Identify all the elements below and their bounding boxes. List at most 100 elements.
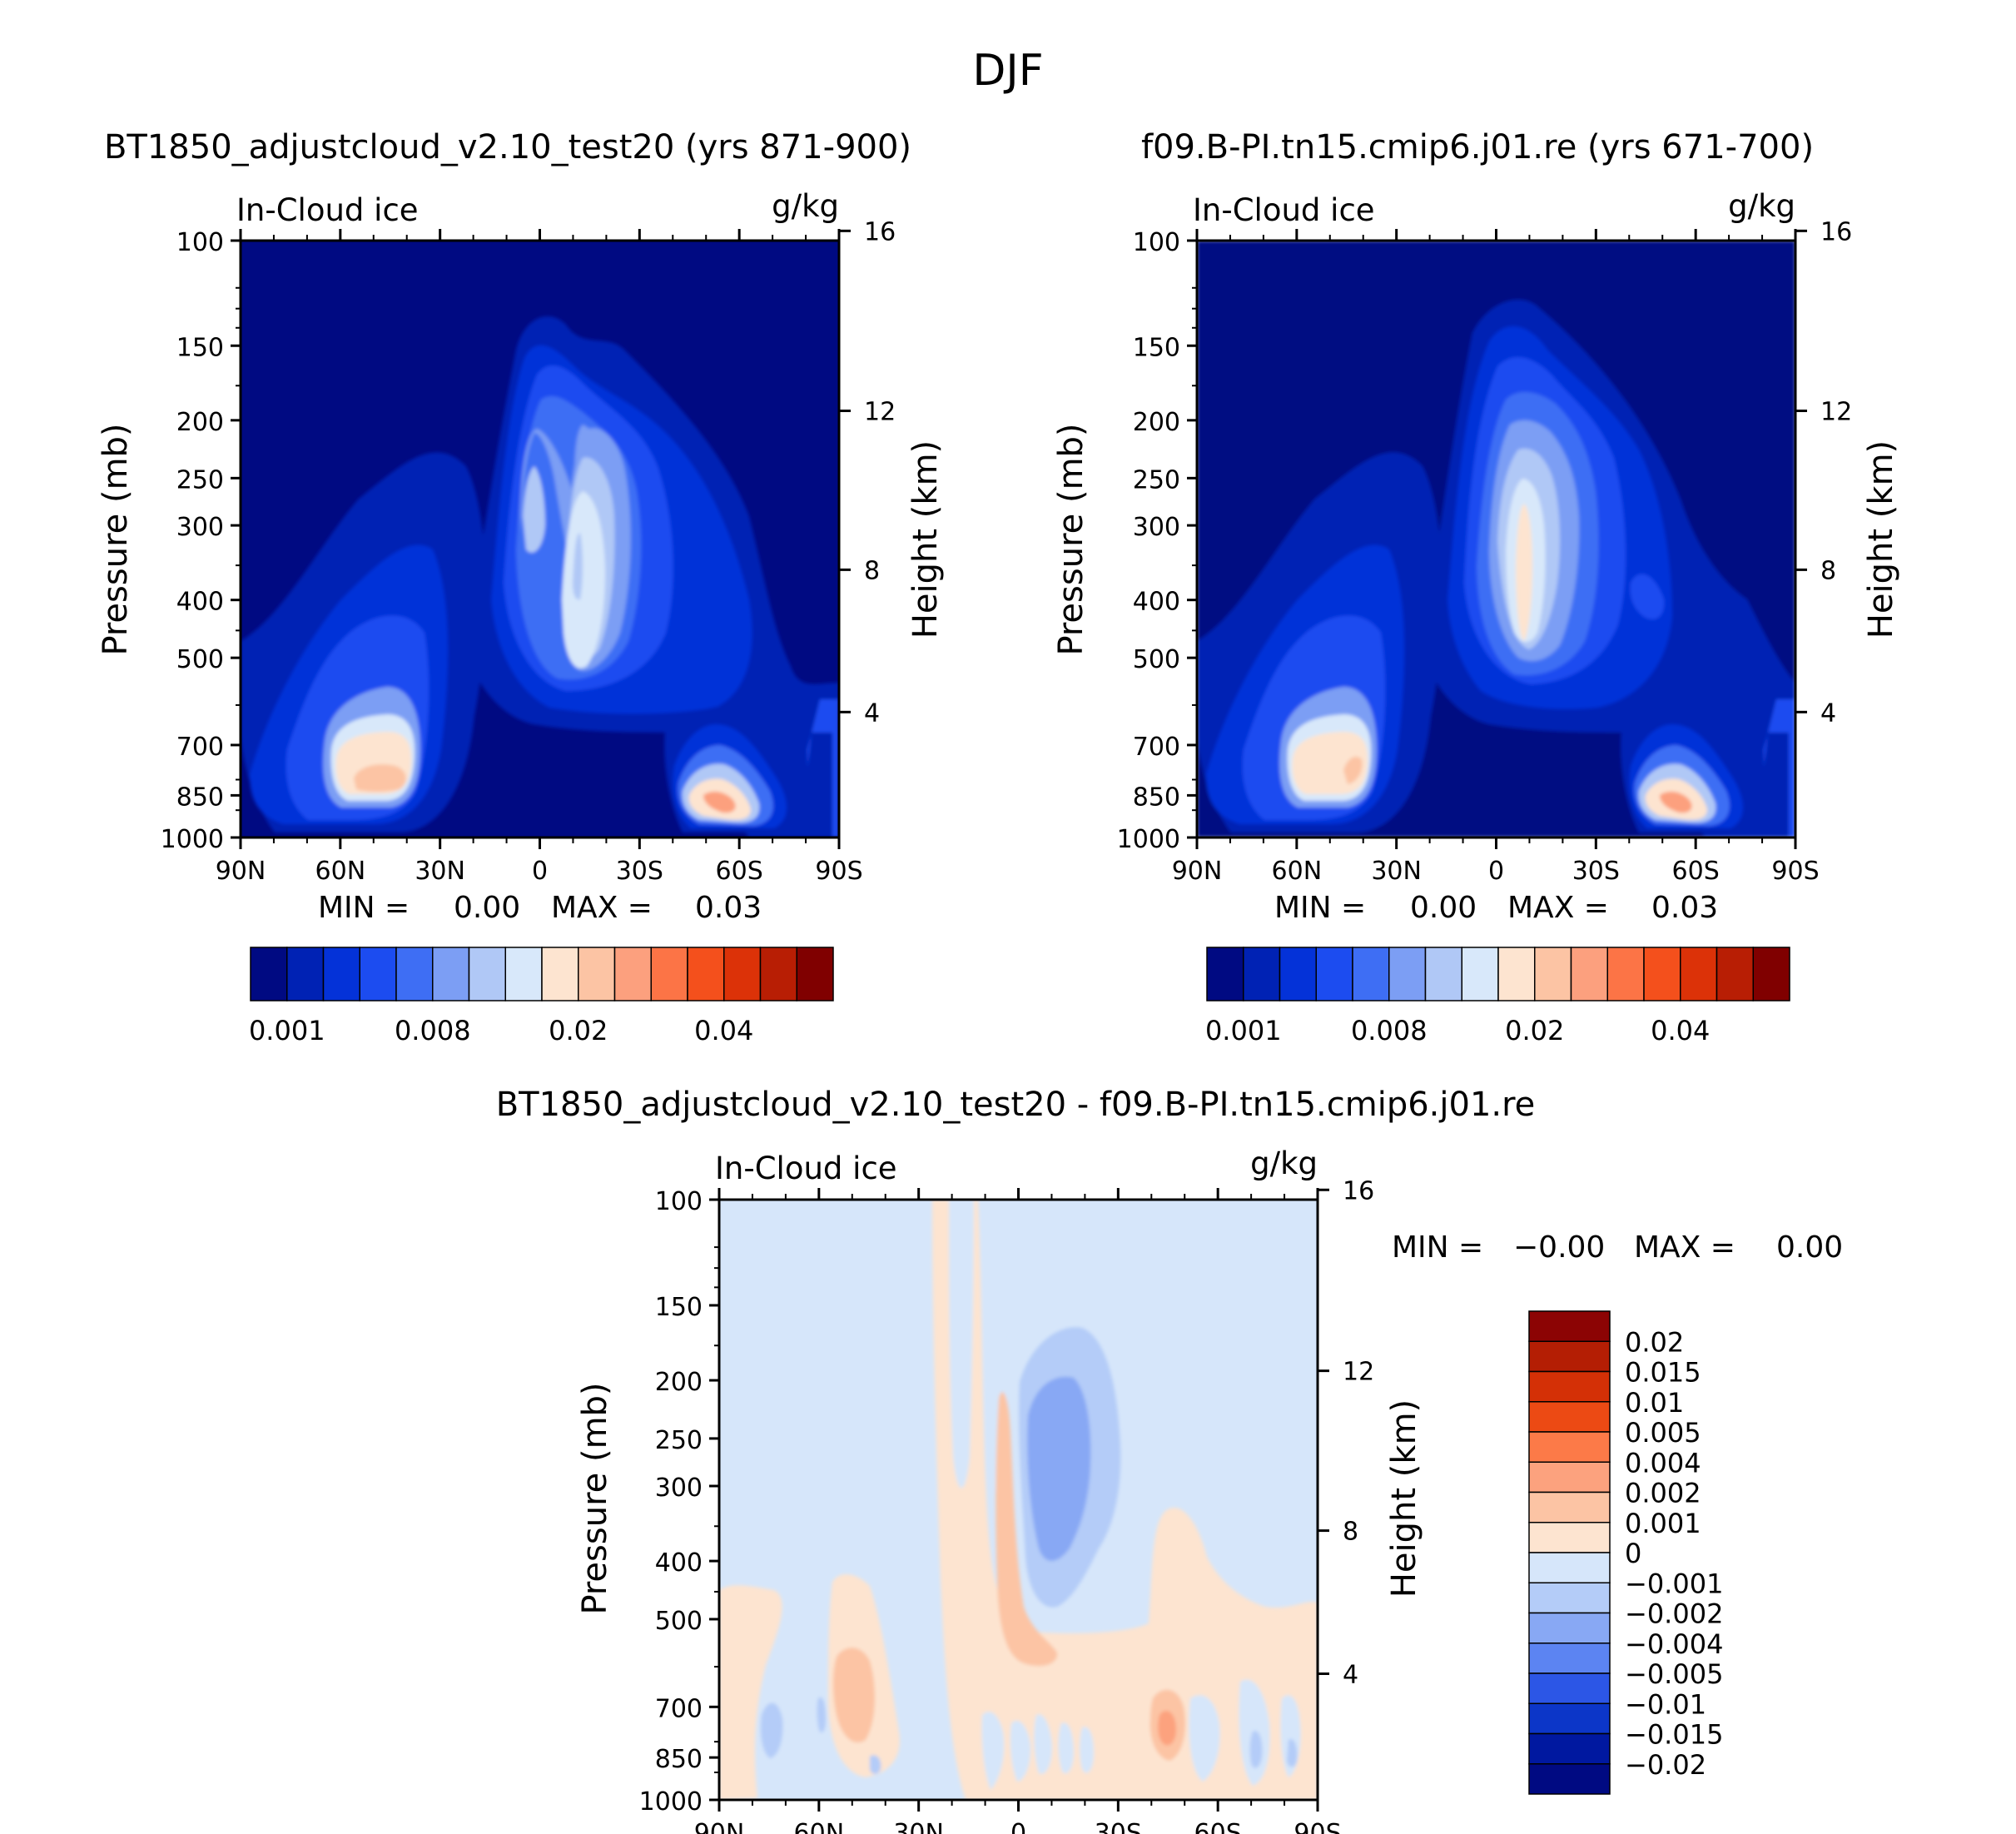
x-tick-label: 30N	[893, 1819, 944, 1834]
colorbar-box	[504, 947, 543, 1001]
colorbar-label: −0.001	[1625, 1568, 1723, 1599]
colorbar-box	[1528, 1582, 1611, 1614]
colorbar-box	[1570, 947, 1608, 1001]
y2-tick-label: 16	[1343, 1176, 1374, 1205]
colorbar-label: −0.015	[1625, 1719, 1723, 1751]
colorbar-label: −0.004	[1625, 1628, 1723, 1660]
panel-3-max-label: MAX =	[1634, 1230, 1735, 1265]
x-tick-label: 60S	[1672, 857, 1720, 886]
y-tick-label: 100	[1133, 228, 1180, 257]
colorbar-box	[1528, 1370, 1611, 1403]
panel-2: f09.B-PI.tn15.cmip6.j01.re (yrs 671-700)…	[1052, 128, 1900, 1046]
colorbar-box	[541, 947, 579, 1001]
panel-3-contour	[1010, 1720, 1031, 1782]
panel-2-max-label: MAX =	[1507, 891, 1609, 925]
panel-3-contour	[996, 1392, 1058, 1667]
colorbar-box	[468, 947, 506, 1001]
y-tick-label: 400	[655, 1548, 703, 1578]
y2-tick-label: 12	[1343, 1358, 1374, 1387]
panel-2-left-label: In-Cloud ice	[1193, 192, 1375, 228]
y-tick-label: 150	[655, 1293, 703, 1322]
colorbar-label: −0.005	[1625, 1658, 1723, 1690]
panel-3-contour	[1158, 1711, 1177, 1746]
y-tick-label: 500	[1133, 645, 1180, 674]
y2-tick-label: 8	[864, 556, 880, 585]
colorbar-box	[1534, 947, 1572, 1001]
y2-tick-label: 4	[1820, 698, 1836, 728]
panel-2-contour	[1755, 733, 1789, 837]
x-tick-label: 60S	[716, 857, 763, 886]
panel-3-contour	[1027, 1376, 1091, 1561]
colorbar-label: 0.04	[694, 1015, 753, 1046]
panel-1-contour	[703, 791, 736, 813]
panel-1-right-label: g/kg	[772, 188, 839, 224]
colorbar-box	[1528, 1522, 1611, 1553]
panel-3-title: BT1850_adjustcloud_v2.10_test20 - f09.B-…	[496, 1086, 1536, 1124]
panel-2-contour	[1343, 756, 1363, 784]
colorbar-box	[578, 947, 616, 1001]
panel-2-colorbar: 0.001 0.008 0.02 0.04	[1205, 947, 1790, 1046]
y2-tick-label: 16	[864, 217, 896, 246]
panel-2-x-ticks: 90N 60N 30N 0 30S 60S 90S	[1172, 229, 1820, 886]
colorbar-box	[1528, 1491, 1611, 1523]
panel-1-contour	[573, 533, 583, 600]
colorbar-box	[687, 947, 725, 1001]
y-tick-label: 250	[655, 1426, 703, 1455]
panel-3-max-value: 0.00	[1776, 1230, 1843, 1265]
panel-1-title: BT1850_adjustcloud_v2.10_test20 (yrs 871…	[104, 128, 911, 167]
y-tick-label: 850	[176, 783, 224, 812]
colorbar-box	[286, 947, 325, 1001]
colorbar-label: 0.001	[1205, 1015, 1282, 1046]
panel-1-max-label: MAX =	[551, 891, 653, 925]
y-tick-label: 1000	[639, 1787, 703, 1817]
panel-3-colorbar: 0.020.0150.010.0050.0040.0020.0010−0.001…	[1528, 1310, 1723, 1795]
colorbar-label: 0.04	[1651, 1015, 1710, 1046]
panel-3-right-label: g/kg	[1250, 1146, 1318, 1181]
panel-1-ylabel2: Height (km)	[906, 440, 945, 639]
colorbar-label: 0.01	[1625, 1387, 1684, 1419]
colorbar-box	[1315, 947, 1353, 1001]
panel-3-contour	[1249, 1731, 1263, 1768]
colorbar-label: 0.02	[1625, 1326, 1684, 1358]
y-tick-label: 100	[176, 228, 224, 257]
panel-3-contour	[761, 1702, 783, 1758]
x-tick-label: 0	[1010, 1819, 1026, 1834]
colorbar-box	[1352, 947, 1390, 1001]
colorbar-box	[613, 947, 652, 1001]
panel-2-min-label: MIN =	[1274, 891, 1366, 925]
colorbar-box	[1528, 1431, 1611, 1463]
colorbar-box	[1206, 947, 1244, 1001]
y2-tick-label: 12	[1820, 397, 1852, 426]
colorbar-label: 0.004	[1625, 1447, 1701, 1479]
panel-3-contour	[719, 1585, 782, 1800]
panel-3-field	[719, 1200, 1318, 1800]
x-tick-label: 90N	[216, 857, 266, 886]
y2-tick-label: 8	[1820, 556, 1836, 585]
panel-2-field	[1197, 241, 1795, 837]
y2-tick-label: 8	[1343, 1518, 1358, 1547]
x-tick-label: 60N	[1272, 857, 1323, 886]
colorbar-label: 0.001	[1625, 1508, 1701, 1539]
colorbar-box	[1424, 947, 1462, 1001]
colorbar-box	[759, 947, 797, 1001]
colorbar-box	[1716, 947, 1754, 1001]
y-tick-label: 250	[176, 465, 224, 495]
x-tick-label: 30N	[1371, 857, 1422, 886]
panel-2-ylabel: Pressure (mb)	[1052, 423, 1090, 655]
y2-tick-label: 12	[864, 397, 896, 426]
colorbar-label: 0.005	[1625, 1417, 1701, 1449]
colorbar-box	[1528, 1310, 1611, 1342]
colorbar-box	[1528, 1643, 1611, 1674]
x-tick-label: 30S	[1572, 857, 1620, 886]
y-tick-label: 500	[655, 1607, 703, 1636]
colorbar-box	[1643, 947, 1681, 1001]
colorbar-box	[432, 947, 470, 1001]
colorbar-box	[1528, 1672, 1611, 1704]
y-tick-label: 200	[176, 408, 224, 437]
panel-3-contour	[1287, 1739, 1298, 1767]
colorbar-box	[650, 947, 688, 1001]
colorbar-label: −0.002	[1625, 1598, 1723, 1630]
panel-3-y2-ticks: 16 12 8 4	[1318, 1176, 1374, 1689]
y-tick-label: 300	[655, 1474, 703, 1503]
colorbar-label: 0.001	[249, 1015, 325, 1046]
